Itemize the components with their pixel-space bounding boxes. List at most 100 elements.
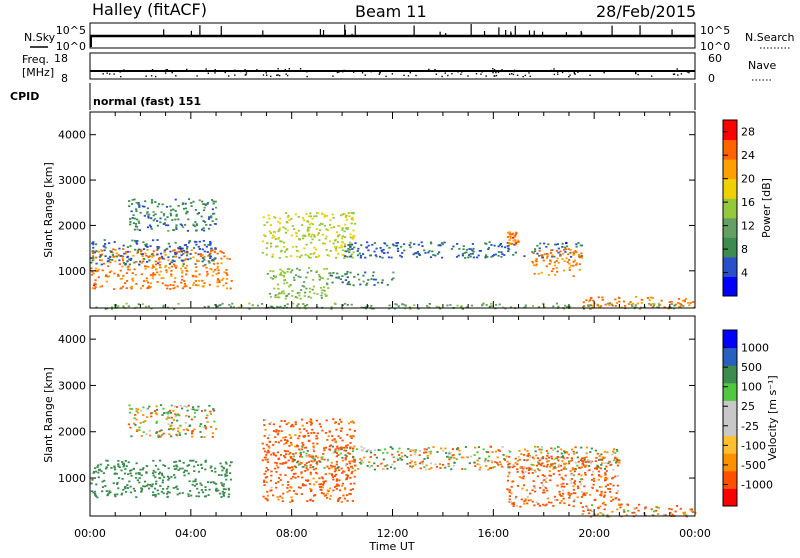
- data-point: [158, 273, 161, 276]
- data-point: [181, 269, 184, 272]
- data-point: [324, 494, 327, 497]
- data-point: [143, 258, 146, 260]
- data-point: [305, 462, 308, 465]
- data-point: [144, 252, 147, 255]
- data-point: [135, 225, 139, 228]
- data-point: [123, 472, 127, 475]
- data-point: [594, 449, 597, 452]
- data-point: [106, 494, 109, 497]
- nave-dot: [234, 74, 236, 76]
- data-point: [527, 452, 530, 455]
- data-point: [263, 435, 266, 437]
- nave-dot: [553, 68, 555, 70]
- data-point: [568, 262, 571, 265]
- data-point: [366, 465, 369, 467]
- data-point: [560, 469, 563, 472]
- data-point: [215, 427, 218, 430]
- data-point: [135, 418, 138, 421]
- data-point: [100, 253, 104, 256]
- data-point: [520, 476, 523, 479]
- data-point: [272, 270, 275, 273]
- data-point: [434, 254, 437, 257]
- data-point: [348, 215, 351, 218]
- data-point: [197, 405, 200, 408]
- data-point: [560, 452, 563, 455]
- data-point: [301, 466, 304, 469]
- data-point: [204, 427, 207, 430]
- data-point: [274, 276, 277, 279]
- data-point: [614, 475, 617, 478]
- data-point: [222, 284, 225, 287]
- data-point: [232, 305, 235, 308]
- data-point: [426, 305, 429, 307]
- data-point: [266, 498, 269, 501]
- data-point: [637, 503, 641, 506]
- data-point: [553, 264, 557, 267]
- data-point: [174, 277, 177, 280]
- data-point: [195, 483, 198, 486]
- data-point: [178, 432, 181, 434]
- data-point: [191, 406, 195, 409]
- data-point: [175, 406, 179, 408]
- data-point: [333, 486, 337, 488]
- data-point: [175, 228, 178, 230]
- data-point: [354, 469, 357, 472]
- data-point: [337, 497, 341, 500]
- data-point: [113, 468, 117, 471]
- data-point: [103, 249, 106, 252]
- data-point: [220, 279, 224, 282]
- data-point: [129, 286, 132, 289]
- data-point: [610, 496, 613, 498]
- data-point: [274, 294, 277, 297]
- data-point: [340, 446, 343, 449]
- data-point: [269, 305, 273, 308]
- data-point: [118, 247, 121, 250]
- data-point: [209, 257, 212, 260]
- data-point: [573, 467, 577, 470]
- data-point: [565, 451, 569, 454]
- data-point: [348, 460, 351, 463]
- data-point: [205, 274, 208, 277]
- data-point: [391, 447, 394, 450]
- y-tick-label: 1000: [58, 265, 86, 278]
- data-point: [615, 492, 618, 494]
- data-point: [274, 296, 277, 299]
- data-point: [110, 306, 114, 309]
- data-point: [510, 233, 513, 236]
- data-point: [392, 271, 395, 274]
- data-point: [333, 438, 336, 440]
- data-point: [340, 467, 343, 470]
- data-point: [304, 291, 307, 294]
- data-point: [469, 252, 472, 255]
- data-point: [336, 241, 339, 243]
- data-point: [535, 258, 538, 261]
- data-point: [409, 450, 412, 453]
- data-point: [151, 255, 154, 258]
- data-point: [586, 304, 590, 307]
- data-point: [98, 256, 102, 258]
- data-point: [572, 251, 575, 254]
- data-point: [187, 258, 190, 261]
- data-point: [324, 480, 327, 483]
- data-point: [209, 466, 212, 469]
- data-point: [295, 444, 299, 447]
- data-point: [145, 279, 148, 282]
- data-point: [110, 251, 113, 254]
- data-point: [309, 215, 313, 218]
- data-point: [345, 250, 348, 253]
- data-point: [435, 465, 439, 468]
- data-point: [340, 421, 343, 423]
- data-point: [174, 251, 177, 254]
- data-point: [350, 212, 353, 214]
- data-point: [507, 463, 510, 466]
- data-point: [309, 464, 312, 467]
- data-point: [328, 467, 331, 470]
- data-point: [278, 256, 281, 259]
- x-tick-label: 08:00: [276, 527, 308, 540]
- data-point: [604, 472, 607, 474]
- data-point: [507, 244, 510, 247]
- data-point: [195, 241, 198, 243]
- data-point: [588, 465, 591, 467]
- data-point: [587, 461, 590, 463]
- data-point: [570, 477, 574, 480]
